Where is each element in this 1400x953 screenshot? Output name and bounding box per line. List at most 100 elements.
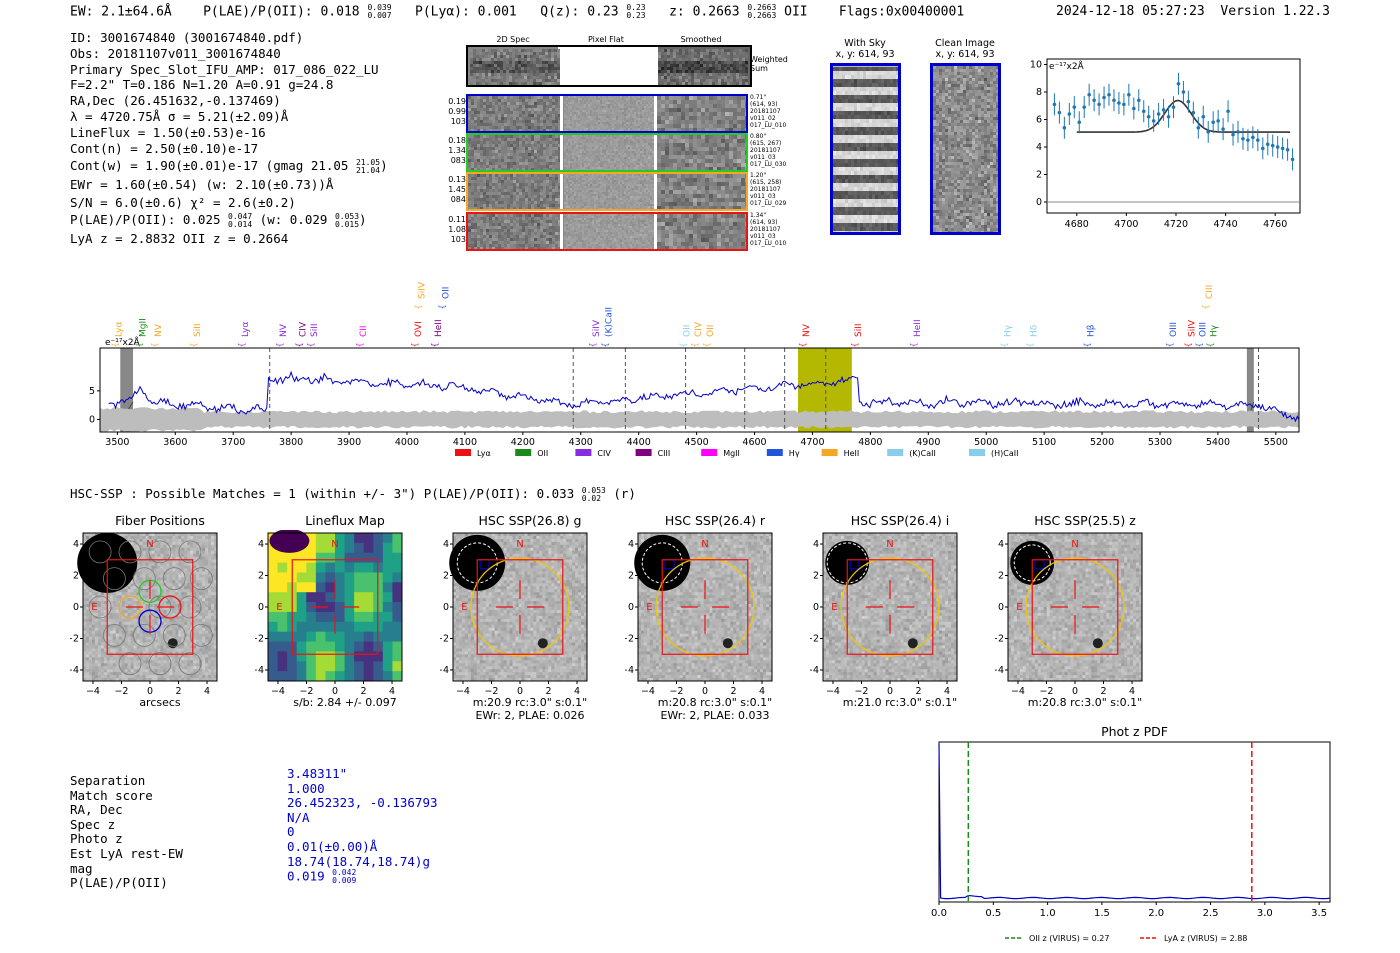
sky-pixel bbox=[470, 630, 475, 635]
sky-pixel bbox=[139, 535, 143, 540]
fiber-circle bbox=[178, 652, 202, 676]
sky-pixel bbox=[524, 675, 528, 679]
hsc-ytick-label: 2 bbox=[258, 571, 264, 582]
sky-pixel bbox=[145, 562, 149, 566]
sky-pixel bbox=[88, 535, 93, 540]
sky-pixel bbox=[100, 660, 105, 664]
sky-pixel bbox=[557, 538, 561, 543]
sky-pixel bbox=[154, 550, 158, 555]
sky-pixel bbox=[566, 651, 570, 655]
sky-pixel bbox=[83, 624, 87, 629]
sky-pixel bbox=[196, 604, 200, 608]
sky-pixel bbox=[572, 586, 576, 590]
sky-pixel bbox=[482, 618, 487, 623]
sky-pixel bbox=[530, 571, 534, 575]
fit-data-point bbox=[1226, 109, 1230, 114]
sky-pixel bbox=[539, 586, 543, 590]
spectrum-xtick-label: 3500 bbox=[105, 437, 129, 448]
sky-pixel bbox=[196, 580, 200, 584]
sky-pixel bbox=[506, 577, 510, 581]
sky-pixel bbox=[184, 538, 188, 543]
sky-pixel bbox=[205, 574, 209, 578]
sky-pixel bbox=[482, 633, 487, 637]
sky-pixel bbox=[575, 651, 579, 655]
sky-pixel bbox=[578, 598, 582, 602]
sky-pixel bbox=[121, 612, 126, 617]
sky-pixel bbox=[515, 580, 519, 584]
sky-pixel bbox=[142, 533, 146, 537]
sky-pixel bbox=[530, 583, 534, 587]
sky-pixel bbox=[166, 547, 170, 552]
sky-pixel bbox=[563, 612, 567, 617]
sky-pixel bbox=[524, 666, 528, 670]
sky-pixel bbox=[500, 627, 505, 632]
info-fiber: F=2.2" T=0.186 N=1.20 A=0.91 g=24.8 bbox=[70, 77, 388, 93]
sky-pixel bbox=[551, 580, 555, 584]
sky-pixel bbox=[533, 648, 537, 652]
sky-pixel bbox=[196, 666, 200, 670]
sky-pixel bbox=[196, 618, 200, 623]
sky-pixel bbox=[148, 553, 152, 558]
spectrum-line-label: Lyα bbox=[241, 321, 251, 337]
search-box bbox=[291, 559, 379, 655]
sky-pixel bbox=[461, 660, 466, 664]
sky-pixel bbox=[202, 568, 206, 572]
sky-pixel bbox=[169, 559, 173, 563]
sky-pixel bbox=[500, 589, 505, 593]
sky-pixel bbox=[515, 589, 519, 593]
lineflux-pixel bbox=[277, 621, 288, 633]
sky-pixel bbox=[548, 648, 552, 652]
sky-pixel bbox=[533, 541, 537, 546]
sky-pixel bbox=[461, 601, 466, 605]
sky-pixel bbox=[208, 609, 212, 614]
sky-pixel bbox=[142, 675, 146, 679]
sky-pixel bbox=[151, 612, 155, 617]
sky-pixel bbox=[542, 541, 546, 546]
sky-pixel bbox=[193, 666, 197, 670]
sky-pixel bbox=[563, 562, 567, 566]
sky-pixel bbox=[548, 645, 552, 649]
sky-pixel bbox=[196, 595, 200, 599]
sky-pixel bbox=[545, 633, 549, 637]
sky-pixel bbox=[461, 666, 466, 670]
sky-pixel bbox=[536, 636, 540, 640]
sky-pixel bbox=[506, 651, 510, 655]
sky-pixel bbox=[539, 669, 543, 673]
sky-pixel bbox=[154, 601, 158, 605]
sky-pixel bbox=[575, 533, 579, 537]
sky-pixel bbox=[542, 651, 546, 655]
header-qz: Q(z): 0.23 bbox=[540, 5, 618, 20]
sky-pixel bbox=[142, 583, 146, 587]
sky-pixel bbox=[145, 607, 149, 611]
sky-pixel bbox=[560, 598, 564, 602]
sky-pixel bbox=[521, 651, 525, 655]
sky-pixel bbox=[163, 533, 167, 537]
sky-pixel bbox=[202, 669, 206, 673]
sky-pixel bbox=[575, 592, 579, 596]
sky-pixel bbox=[157, 663, 161, 667]
sky-pixel bbox=[479, 598, 484, 602]
sky-pixel bbox=[208, 666, 212, 670]
sky-pixel bbox=[88, 633, 93, 637]
sky-pixel bbox=[518, 663, 522, 667]
sky-pixel bbox=[205, 651, 209, 655]
sky-pixel bbox=[467, 533, 472, 537]
lineflux-pixel bbox=[354, 611, 365, 623]
sky-pixel bbox=[554, 547, 558, 552]
sky-pixel bbox=[178, 598, 182, 602]
sky-pixel bbox=[151, 533, 155, 537]
sky-pixel bbox=[83, 639, 87, 643]
lineflux-pixel bbox=[335, 631, 346, 643]
sky-pixel bbox=[536, 553, 540, 558]
sky-pixel bbox=[178, 571, 182, 575]
sky-pixel bbox=[100, 612, 105, 617]
lineflux-pixel bbox=[363, 631, 374, 643]
sky-pixel bbox=[214, 547, 218, 552]
sky-pixel bbox=[560, 547, 564, 552]
sky-pixel bbox=[560, 615, 564, 620]
hsc-ytick-label: 2 bbox=[73, 571, 79, 582]
sky-pixel bbox=[521, 618, 525, 623]
sky-pixel bbox=[145, 636, 149, 640]
sky-pixel bbox=[178, 642, 182, 646]
sky-pixel bbox=[557, 533, 561, 537]
